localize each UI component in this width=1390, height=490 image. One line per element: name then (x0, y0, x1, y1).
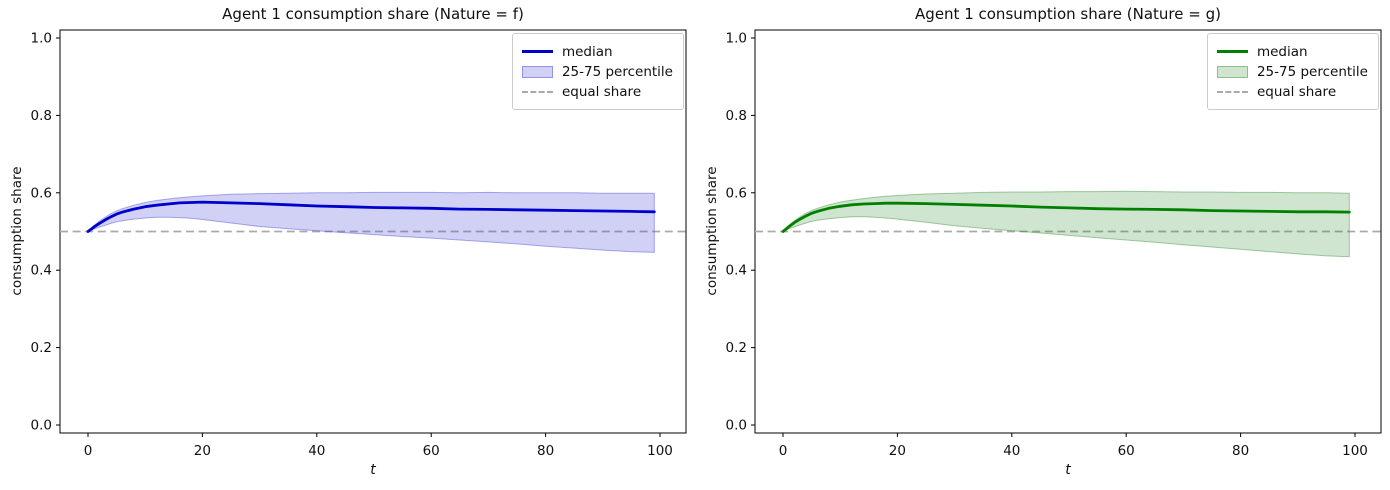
y-tick-label: 0.6 (31, 185, 52, 201)
x-tick-label: 0 (84, 443, 93, 459)
legend-label: 25-75 percentile (561, 63, 673, 80)
y-axis-label: consumption share (9, 166, 25, 296)
percentile-band (782, 190, 1350, 258)
y-tick-label: 0.4 (31, 263, 52, 279)
legend-item-equal-share: equal share (521, 83, 673, 100)
chart-title: Agent 1 consumption share (Nature = f) (222, 5, 524, 23)
legend-item-percentile: 25-75 percentile (521, 63, 673, 80)
y-tick-label: 1.0 (726, 31, 747, 47)
legend-label: median (561, 43, 613, 60)
x-tick-label: 100 (647, 443, 673, 459)
y-tick-label: 0.4 (726, 263, 747, 279)
y-tick-label: 0.8 (31, 108, 52, 124)
y-tick-label: 0.0 (726, 418, 747, 434)
x-tick-label: 80 (537, 443, 554, 459)
percentile-band-swatch (521, 65, 553, 78)
x-tick-label: 0 (779, 443, 788, 459)
chart-panel-nature-f: 0.0 0.2 0.4 0.6 0.8 1.0 0 20 40 60 80 100 Agent 1 c… (9, 5, 687, 478)
legend-label: median (1256, 43, 1308, 60)
x-tick-label: 60 (1118, 443, 1135, 459)
y-tick-label: 0.2 (31, 340, 52, 356)
y-tick-label: 0.2 (726, 340, 747, 356)
equal-share-line-swatch (521, 90, 553, 93)
median-line-swatch (1216, 50, 1248, 53)
y-tick-label: 1.0 (31, 31, 52, 47)
legend: median 25-75 percentile equal share (1206, 33, 1379, 110)
legend-label: equal share (1256, 83, 1337, 100)
x-tick-label: 100 (1342, 443, 1368, 459)
y-axis-label: consumption share (704, 166, 720, 296)
x-axis-label: t (370, 462, 376, 478)
x-tick-label: 20 (194, 443, 211, 459)
y-tick-label: 0.8 (726, 108, 747, 124)
x-tick-label: 40 (1003, 443, 1020, 459)
x-axis-label: t (1065, 462, 1071, 478)
plot-area-nature-g: 0.0 0.2 0.4 0.6 0.8 1.0 0 20 40 60 80 100 (726, 29, 1382, 459)
x-tick-label: 40 (308, 443, 325, 459)
equal-share-line-swatch (1216, 90, 1248, 93)
legend-item-median: median (521, 43, 673, 60)
x-tick-label: 20 (889, 443, 906, 459)
chart-panel-nature-g: 0.0 0.2 0.4 0.6 0.8 1.0 0 20 40 60 80 100 Agent 1 c… (695, 0, 1390, 490)
plot-area-nature-f: 0.0 0.2 0.4 0.6 0.8 1.0 0 20 40 60 80 100 (31, 29, 687, 459)
y-tick-label: 0.6 (726, 185, 747, 201)
legend: median 25-75 percentile equal share (511, 33, 684, 110)
legend-label: equal share (561, 83, 642, 100)
legend-item-percentile: 25-75 percentile (1216, 63, 1368, 80)
median-line-swatch (521, 50, 553, 53)
legend-item-median: median (1216, 43, 1368, 60)
percentile-band-swatch (1216, 65, 1248, 78)
percentile-band (87, 191, 655, 253)
chart-title: Agent 1 consumption share (Nature = g) (915, 5, 1221, 23)
x-tick-label: 60 (423, 443, 440, 459)
median-line (781, 201, 1351, 233)
legend-label: 25-75 percentile (1256, 63, 1368, 80)
median-line (86, 200, 656, 233)
y-tick-label: 0.0 (31, 418, 52, 434)
x-tick-label: 80 (1232, 443, 1249, 459)
legend-item-equal-share: equal share (1216, 83, 1368, 100)
